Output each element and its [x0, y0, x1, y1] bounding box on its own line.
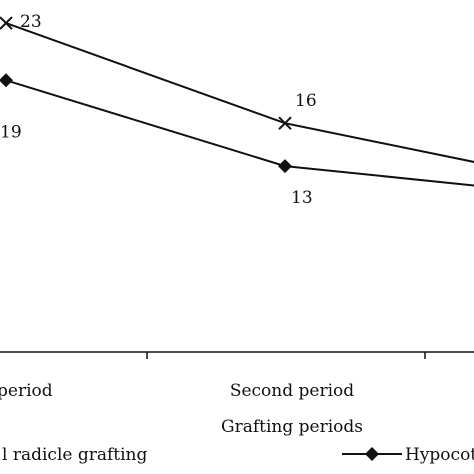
legend-label-second: Hypocot: [405, 445, 474, 465]
data-point-diamond-marker: [278, 159, 292, 174]
plot-area: 23 16 19 13: [0, 12, 474, 208]
data-label: 16: [295, 91, 317, 111]
x-axis-title: Grafting periods: [221, 417, 363, 437]
legend: l radicle grafting Hypocot: [2, 445, 474, 465]
data-label: 13: [291, 188, 313, 208]
data-point-diamond-marker: [0, 73, 13, 88]
data-point-x-marker: [278, 116, 292, 130]
legend-diamond-marker: [365, 447, 379, 461]
data-label: 19: [0, 122, 22, 142]
legend-label-first: l radicle grafting: [2, 445, 147, 465]
series-line: [5, 79, 474, 187]
x-tick-label-second: Second period: [230, 381, 354, 401]
data-label: 23: [20, 12, 42, 32]
data-point-x-marker: [0, 16, 13, 30]
x-tick-label-first: period: [0, 381, 53, 401]
